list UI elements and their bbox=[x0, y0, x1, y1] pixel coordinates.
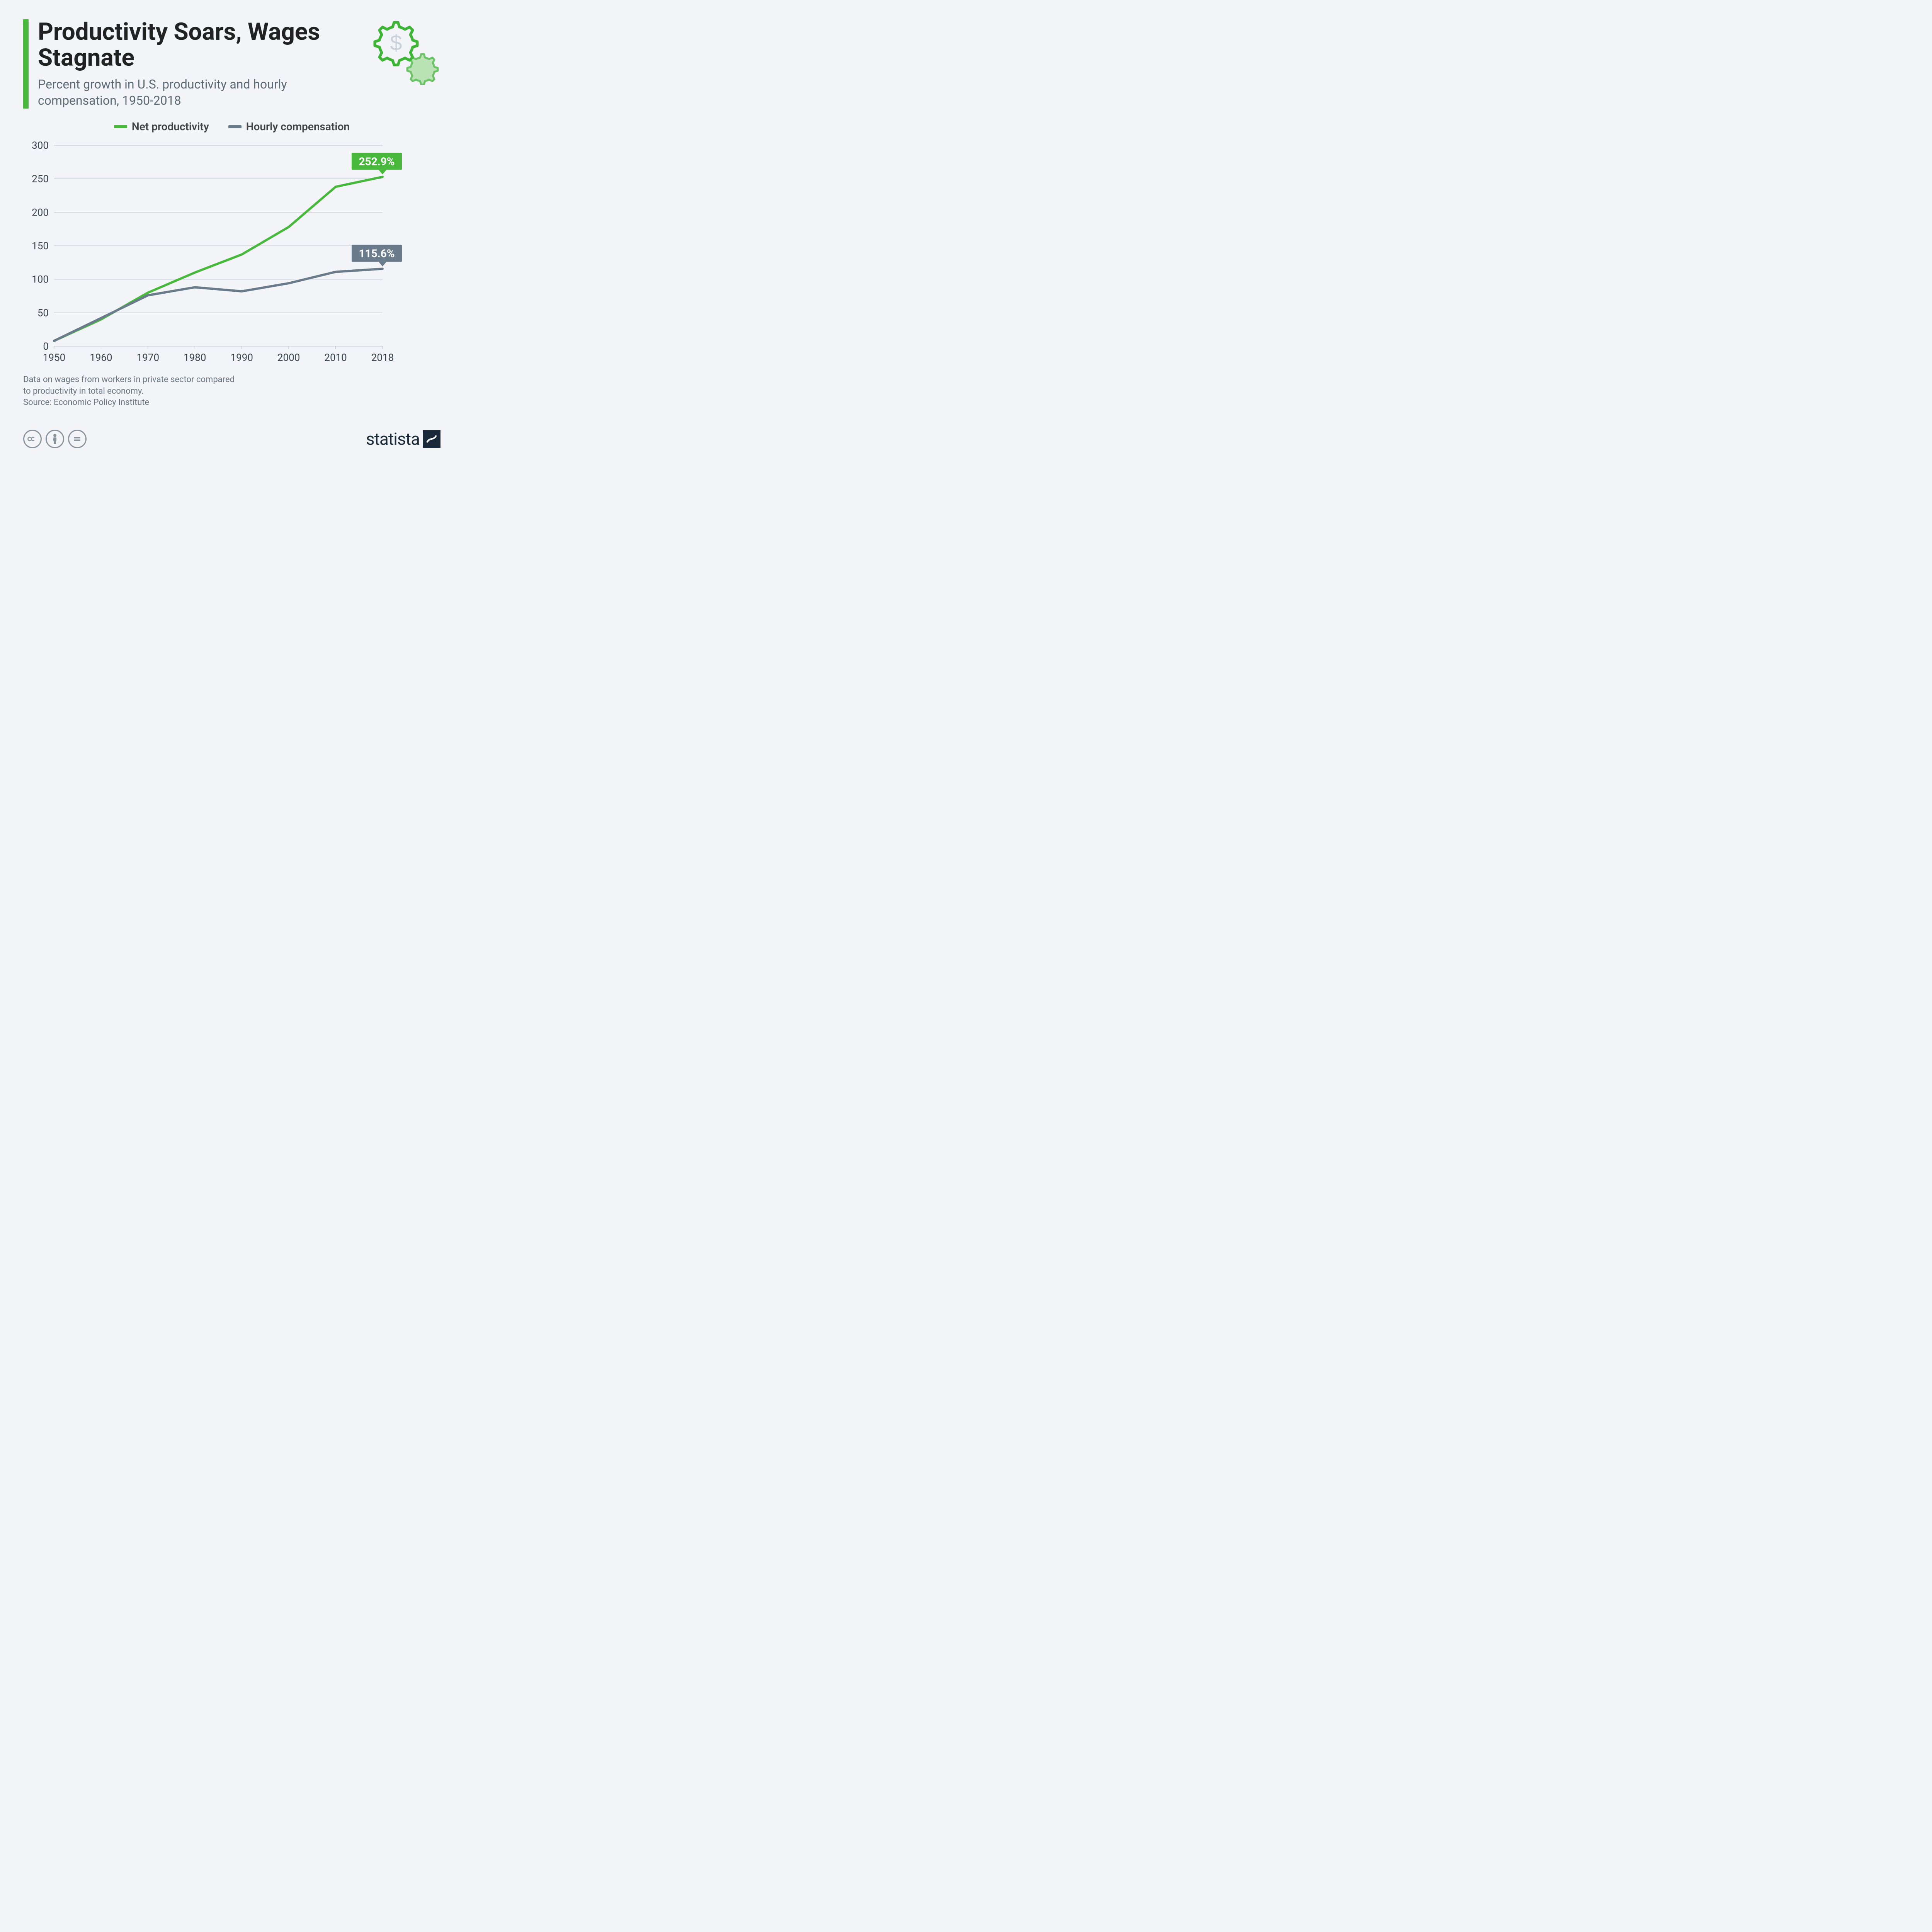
by-icon bbox=[46, 430, 64, 448]
svg-text:2010: 2010 bbox=[324, 352, 347, 364]
svg-text:150: 150 bbox=[32, 240, 49, 252]
brand-logo: statista bbox=[366, 429, 440, 449]
header: Productivity Soars, Wages Stagnate Perce… bbox=[23, 19, 440, 109]
page-subtitle: Percent growth in U.S. productivity and … bbox=[38, 77, 358, 109]
svg-text:2018: 2018 bbox=[371, 352, 394, 364]
brand-text: statista bbox=[366, 429, 420, 449]
svg-text:200: 200 bbox=[32, 207, 49, 218]
legend-swatch bbox=[228, 125, 242, 128]
svg-text:1990: 1990 bbox=[230, 352, 253, 364]
footnote: Data on wages from workers in private se… bbox=[23, 374, 440, 408]
page-title: Productivity Soars, Wages Stagnate bbox=[38, 19, 358, 71]
brand-mark-icon bbox=[423, 430, 440, 448]
nd-icon bbox=[68, 430, 87, 448]
svg-text:100: 100 bbox=[32, 274, 49, 286]
svg-text:1970: 1970 bbox=[137, 352, 159, 364]
line-chart: 0 50 100 150 200 250 300 1950 1960 1970 1980 1990 20… bbox=[23, 138, 440, 367]
title-block: Productivity Soars, Wages Stagnate Perce… bbox=[38, 19, 358, 109]
gears-icon: $ bbox=[367, 19, 440, 87]
svg-text:115.6%: 115.6% bbox=[359, 247, 395, 260]
svg-text:250: 250 bbox=[32, 173, 49, 185]
footnote-line: to productivity in total economy. bbox=[23, 386, 440, 397]
svg-text:1950: 1950 bbox=[43, 352, 65, 364]
legend-swatch bbox=[114, 125, 127, 128]
accent-bar bbox=[23, 19, 29, 109]
footnote-source: Source: Economic Policy Institute bbox=[23, 397, 440, 408]
legend-item-compensation: Hourly compensation bbox=[228, 120, 350, 133]
svg-text:2000: 2000 bbox=[277, 352, 300, 364]
legend-item-productivity: Net productivity bbox=[114, 120, 209, 133]
svg-text:1960: 1960 bbox=[90, 352, 112, 364]
cc-icon bbox=[23, 430, 42, 448]
legend-label: Hourly compensation bbox=[246, 120, 350, 133]
svg-text:252.9%: 252.9% bbox=[359, 155, 395, 168]
footnote-line: Data on wages from workers in private se… bbox=[23, 374, 440, 386]
legend-label: Net productivity bbox=[132, 120, 209, 133]
svg-text:$: $ bbox=[390, 31, 402, 55]
svg-text:300: 300 bbox=[32, 140, 49, 151]
svg-text:0: 0 bbox=[43, 341, 49, 352]
svg-text:1980: 1980 bbox=[184, 352, 206, 364]
license-icons bbox=[23, 430, 87, 448]
legend: Net productivity Hourly compensation bbox=[23, 120, 440, 133]
svg-text:50: 50 bbox=[37, 307, 49, 319]
footer: statista bbox=[23, 429, 440, 449]
